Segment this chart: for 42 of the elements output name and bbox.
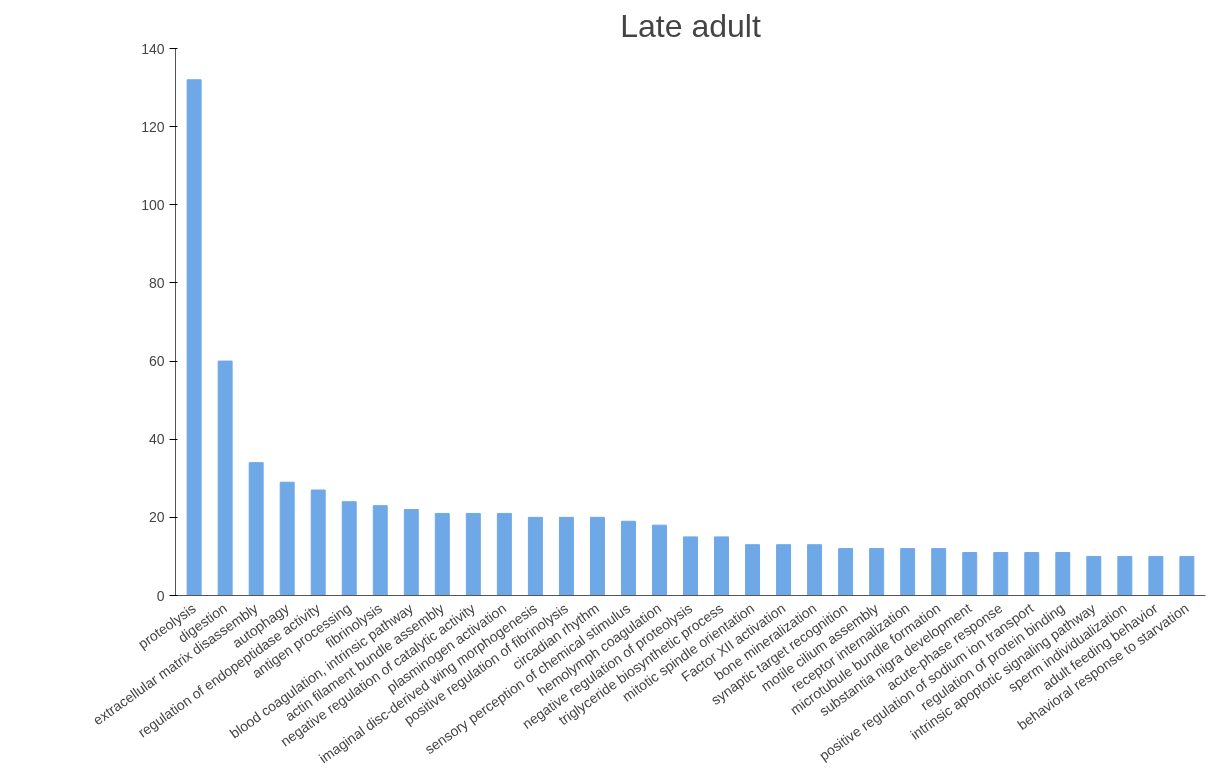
bar — [620, 520, 636, 596]
bar — [1179, 555, 1195, 596]
y-tick-label: 100 — [141, 196, 165, 213]
bar — [838, 548, 854, 596]
bar — [900, 548, 916, 596]
bar — [372, 505, 388, 596]
bar — [993, 552, 1009, 596]
y-tick-label: 140 — [141, 40, 165, 57]
bar — [1117, 555, 1133, 596]
bar — [527, 516, 543, 596]
y-tick-label: 0 — [156, 587, 165, 604]
bar — [589, 516, 605, 596]
bar — [652, 524, 667, 596]
y-tick-label: 120 — [141, 118, 165, 135]
bar — [714, 536, 729, 596]
bar — [931, 548, 947, 596]
bar — [217, 360, 233, 596]
bar — [869, 548, 885, 596]
bar — [186, 79, 202, 596]
bar — [807, 544, 823, 596]
bar — [558, 516, 574, 596]
bar — [279, 481, 295, 596]
bar — [1024, 552, 1040, 596]
bar — [683, 536, 698, 596]
bar — [962, 552, 978, 596]
bar — [745, 544, 761, 596]
bar — [1148, 555, 1164, 596]
y-tick-label: 40 — [148, 431, 165, 448]
bar — [776, 544, 792, 596]
y-tick-label: 80 — [148, 274, 165, 291]
y-tick-label: 20 — [148, 509, 165, 526]
bar — [434, 512, 450, 596]
bar — [465, 512, 481, 596]
y-tick-label: 60 — [148, 353, 165, 370]
bar — [341, 501, 357, 596]
bar — [310, 489, 326, 596]
chart-title: Late adult — [620, 7, 761, 44]
bar — [1086, 555, 1102, 596]
bar — [1055, 552, 1071, 596]
bar — [403, 509, 419, 596]
bar — [248, 462, 264, 596]
bar — [496, 512, 512, 596]
